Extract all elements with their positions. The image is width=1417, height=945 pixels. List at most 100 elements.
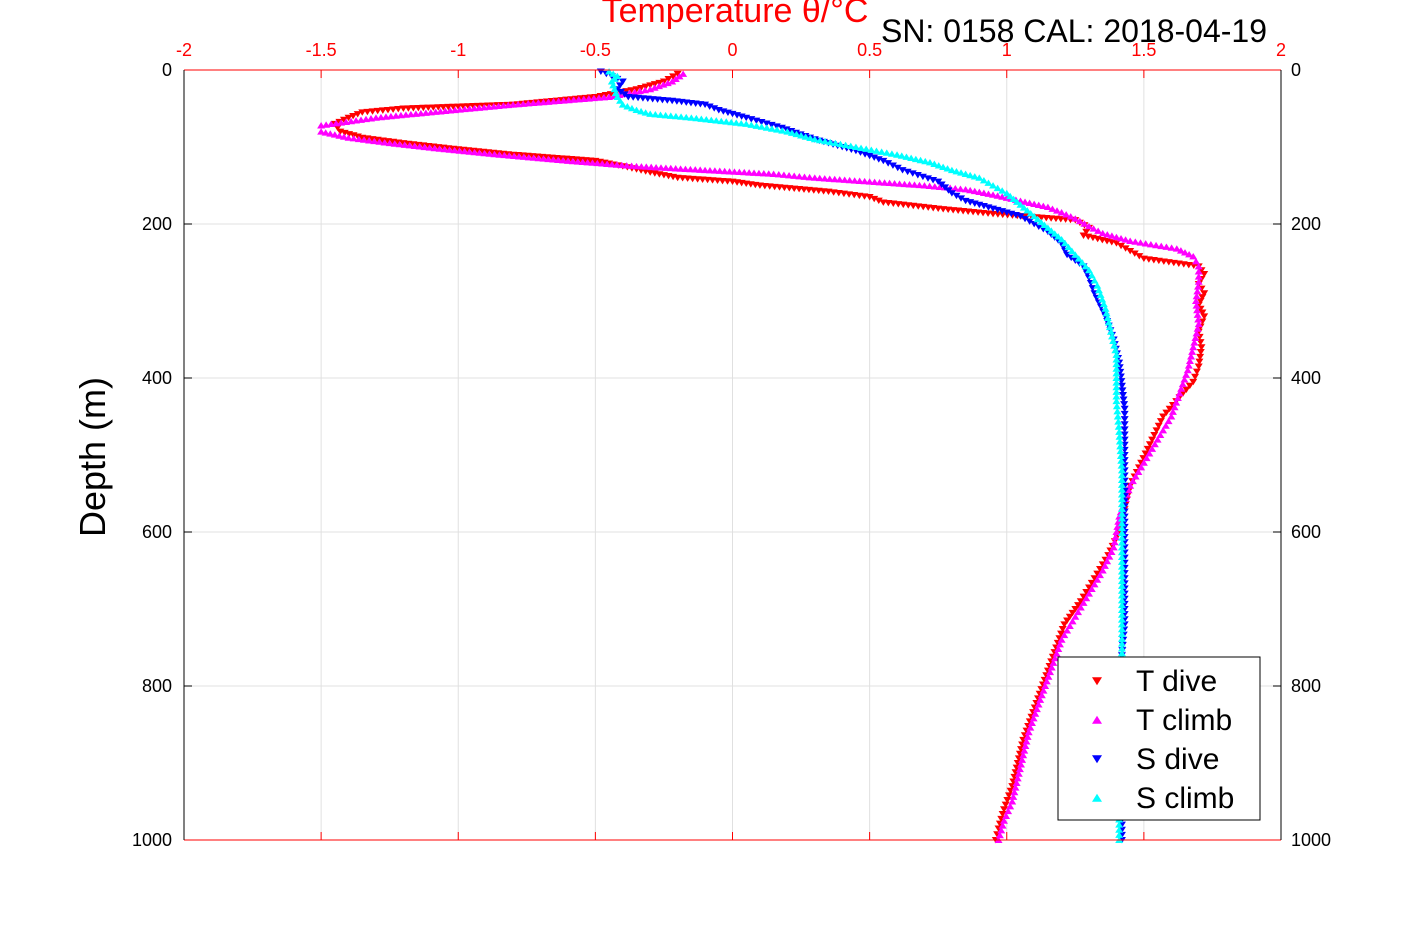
data-point: [717, 117, 726, 125]
data-point: [440, 145, 449, 153]
data-point: [1117, 382, 1126, 390]
x-tick-label: 0.5: [857, 40, 882, 60]
data-point: [725, 168, 734, 175]
data-point: [613, 93, 622, 100]
data-point: [675, 73, 684, 80]
data-point: [1124, 486, 1133, 494]
data-point: [659, 81, 668, 88]
data-point: [874, 156, 883, 163]
data-point: [618, 101, 627, 108]
data-point: [1117, 592, 1126, 599]
data-point: [1117, 563, 1126, 570]
data-point: [1113, 523, 1122, 530]
data-point: [860, 177, 869, 185]
data-point: [1114, 423, 1123, 430]
data-point: [911, 155, 920, 163]
data-point: [1117, 558, 1126, 565]
data-point: [870, 178, 879, 185]
y-tick-label-right: 200: [1291, 214, 1321, 234]
data-point: [1047, 664, 1056, 671]
data-point: [1194, 320, 1203, 328]
data-point: [1011, 784, 1020, 791]
data-point: [1076, 604, 1085, 611]
data-point: [499, 102, 508, 109]
data-point: [830, 175, 839, 183]
data-point: [1085, 266, 1094, 274]
data-point: [730, 168, 739, 175]
data-point: [611, 89, 620, 97]
data-point: [370, 137, 379, 145]
data-point: [1021, 198, 1030, 205]
data-point: [1000, 817, 1009, 824]
data-point: [975, 188, 984, 196]
data-point: [1060, 621, 1069, 628]
data-point: [1117, 611, 1126, 618]
data-point: [1192, 302, 1201, 309]
data-point: [903, 168, 912, 176]
data-point: [773, 126, 782, 133]
data-point: [745, 169, 754, 176]
y-tick-label-left: 0: [162, 60, 172, 80]
data-point: [1018, 756, 1027, 763]
data-point: [1175, 390, 1184, 397]
data-point: [1141, 240, 1150, 247]
data-point: [995, 831, 1004, 839]
data-point: [574, 95, 583, 103]
data-point: [1087, 585, 1096, 592]
data-point: [549, 98, 558, 105]
data-point: [608, 160, 617, 168]
data-point: [616, 88, 625, 96]
data-point: [1103, 231, 1112, 238]
x-tick-label: 0: [727, 40, 737, 60]
data-point: [405, 141, 414, 149]
data-point: [593, 159, 602, 167]
data-point: [1139, 455, 1148, 462]
data-point: [495, 151, 504, 158]
data-point: [935, 183, 944, 190]
data-point: [865, 152, 874, 160]
data-point: [1041, 682, 1050, 689]
data-point: [1053, 207, 1062, 214]
data-point: [1111, 533, 1120, 541]
data-point: [534, 154, 543, 162]
data-point: [1143, 445, 1152, 453]
data-point: [1052, 650, 1061, 657]
data-point: [1112, 351, 1121, 358]
data-point: [622, 162, 631, 169]
data-point: [1191, 257, 1200, 265]
data-point: [1178, 390, 1187, 397]
data-point: [1120, 416, 1129, 423]
data-point: [910, 181, 919, 188]
data-point: [1192, 292, 1201, 300]
data-point: [1112, 383, 1121, 391]
data-point: [1128, 477, 1137, 485]
data-point: [897, 152, 906, 159]
data-point: [870, 195, 879, 203]
data-point: [1134, 468, 1143, 475]
data-point: [484, 103, 493, 110]
data-point: [1094, 227, 1103, 234]
data-point: [1120, 426, 1129, 433]
data-point: [1196, 353, 1205, 361]
data-point: [862, 145, 871, 152]
data-point: [1198, 309, 1207, 316]
data-point: [1106, 328, 1115, 335]
data-point: [671, 75, 680, 82]
data-point: [890, 180, 899, 187]
data-point: [1117, 467, 1126, 474]
data-point: [979, 189, 988, 196]
data-point: [1189, 378, 1198, 386]
data-point: [505, 152, 514, 159]
data-point: [1075, 217, 1084, 225]
data-point: [554, 97, 563, 105]
data-point: [1112, 393, 1121, 400]
data-point: [603, 160, 612, 167]
data-point: [1078, 259, 1087, 266]
data-point: [339, 133, 348, 140]
data-point: [715, 167, 724, 174]
data-point: [875, 178, 884, 186]
data-point: [1090, 277, 1099, 284]
data-point: [539, 98, 548, 106]
data-point: [539, 155, 548, 162]
data-point: [1119, 391, 1128, 399]
